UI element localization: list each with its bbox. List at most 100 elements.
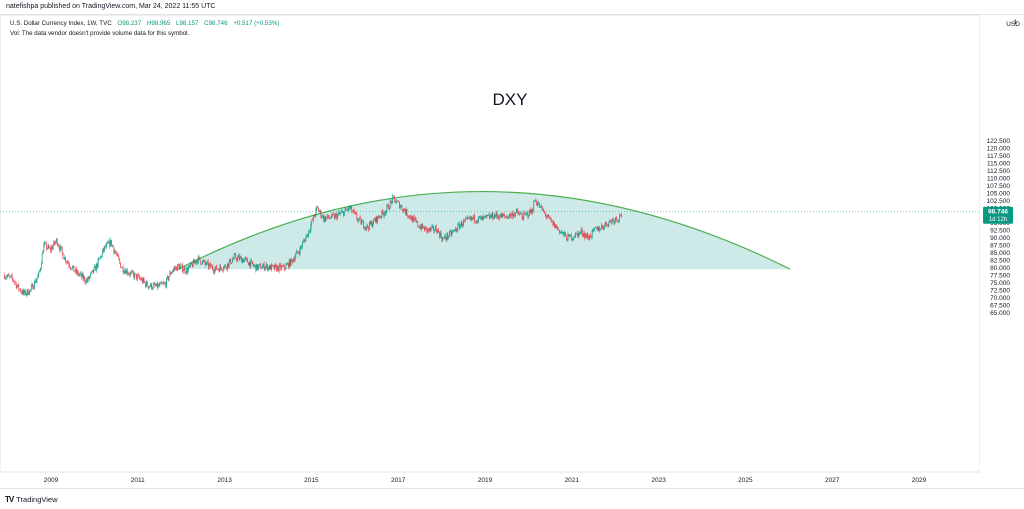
candle-body: [353, 210, 355, 213]
candle-body: [165, 283, 167, 287]
candle-body: [575, 233, 576, 238]
candle-body: [452, 231, 454, 233]
candle-body: [510, 214, 512, 217]
candle-body: [270, 264, 272, 270]
candle-body: [454, 228, 456, 230]
candle-body: [275, 264, 277, 266]
candle-body: [227, 263, 228, 270]
currency-label[interactable]: USD: [1006, 21, 1020, 28]
candle-body: [120, 262, 121, 268]
candle-body: [16, 286, 18, 288]
candle-body: [411, 216, 413, 220]
candle-body: [481, 216, 483, 221]
price-tick-label: 67.500: [990, 302, 1010, 309]
candle-body: [258, 264, 260, 267]
candle-body: [216, 266, 217, 270]
candle-body: [372, 224, 374, 227]
candle-body: [252, 264, 254, 266]
candle-body: [175, 266, 177, 269]
candle-body: [111, 239, 112, 246]
price-scale-top-label: 1: [1013, 19, 1017, 26]
candle-body: [99, 258, 101, 259]
candle-body: [434, 226, 436, 231]
candle-body: [464, 219, 466, 221]
time-scale[interactable]: 2009 2011 2013 2015 2017 2019 2021 2023 2025 2027…: [44, 477, 927, 484]
candle-body: [600, 229, 601, 231]
candle-body: [462, 224, 464, 226]
candle-body: [457, 224, 459, 231]
candle-body: [318, 211, 320, 212]
candle-body: [222, 270, 223, 271]
candle-body: [538, 203, 540, 205]
candle-body: [436, 230, 438, 234]
candle-body: [27, 289, 29, 295]
candle-body: [368, 221, 370, 230]
candle-body: [567, 234, 569, 241]
candle-body: [140, 278, 141, 281]
candle-body: [170, 272, 172, 275]
candle-body: [192, 260, 194, 267]
price-scale[interactable]: 1USD122.500120.000117.500115.000112.5001…: [980, 15, 1024, 472]
candle-body: [472, 217, 474, 219]
candle-body: [534, 201, 535, 203]
candle-body: [138, 275, 140, 278]
candle-body: [293, 259, 295, 261]
candle-body: [308, 231, 310, 233]
candle-body: [116, 253, 118, 255]
candle-body: [437, 229, 439, 234]
candle-body: [438, 229, 439, 233]
candle-body: [397, 201, 399, 202]
candle-body: [47, 245, 49, 249]
candle-body: [141, 278, 143, 283]
candle-body: [100, 256, 101, 259]
candle-body: [414, 217, 415, 219]
candle-body: [181, 264, 182, 266]
candle-body: [40, 263, 42, 269]
candle-body: [380, 216, 382, 218]
candle-body: [313, 215, 314, 221]
arc-curve[interactable]: [177, 190, 791, 270]
candle-body: [74, 271, 76, 273]
candle-body: [495, 214, 496, 217]
candle-body: [396, 201, 398, 203]
candle-body: [419, 226, 421, 229]
candle-body: [490, 215, 492, 218]
candle-body: [365, 227, 367, 229]
candle-body: [328, 214, 329, 218]
candle-body: [257, 266, 259, 270]
candle-body: [60, 246, 61, 251]
candle-body: [265, 266, 267, 268]
candle-body: [257, 264, 258, 270]
candle-body: [141, 278, 142, 281]
candle-body: [455, 228, 457, 232]
candle-body: [131, 271, 132, 273]
candle-body: [160, 282, 162, 284]
candle-body: [71, 267, 73, 270]
legend-low: L98.157: [176, 20, 199, 27]
candle-body: [619, 214, 621, 221]
candle-body: [221, 268, 222, 271]
candle-body: [496, 212, 498, 217]
candle-body: [20, 291, 22, 293]
candle-body: [524, 213, 525, 214]
candle-body: [595, 227, 596, 229]
candle-body: [293, 259, 294, 263]
candle-body: [308, 231, 309, 237]
candle-body: [296, 251, 298, 254]
price-plot-area[interactable]: [0, 14, 981, 473]
candle-body: [107, 242, 109, 244]
candle-body: [193, 260, 195, 263]
candle-body: [589, 234, 591, 240]
tradingview-logo[interactable]: TV TradingView: [5, 495, 58, 504]
candle-body: [545, 216, 547, 217]
candle-body: [271, 264, 273, 270]
candle-body: [249, 262, 251, 267]
candle-body: [304, 240, 306, 242]
candle-body: [492, 213, 494, 219]
candle-body: [338, 212, 340, 214]
candle-body: [591, 230, 593, 237]
candle-body: [317, 206, 318, 208]
candle-body: [169, 272, 171, 277]
candle-body: [198, 256, 200, 258]
